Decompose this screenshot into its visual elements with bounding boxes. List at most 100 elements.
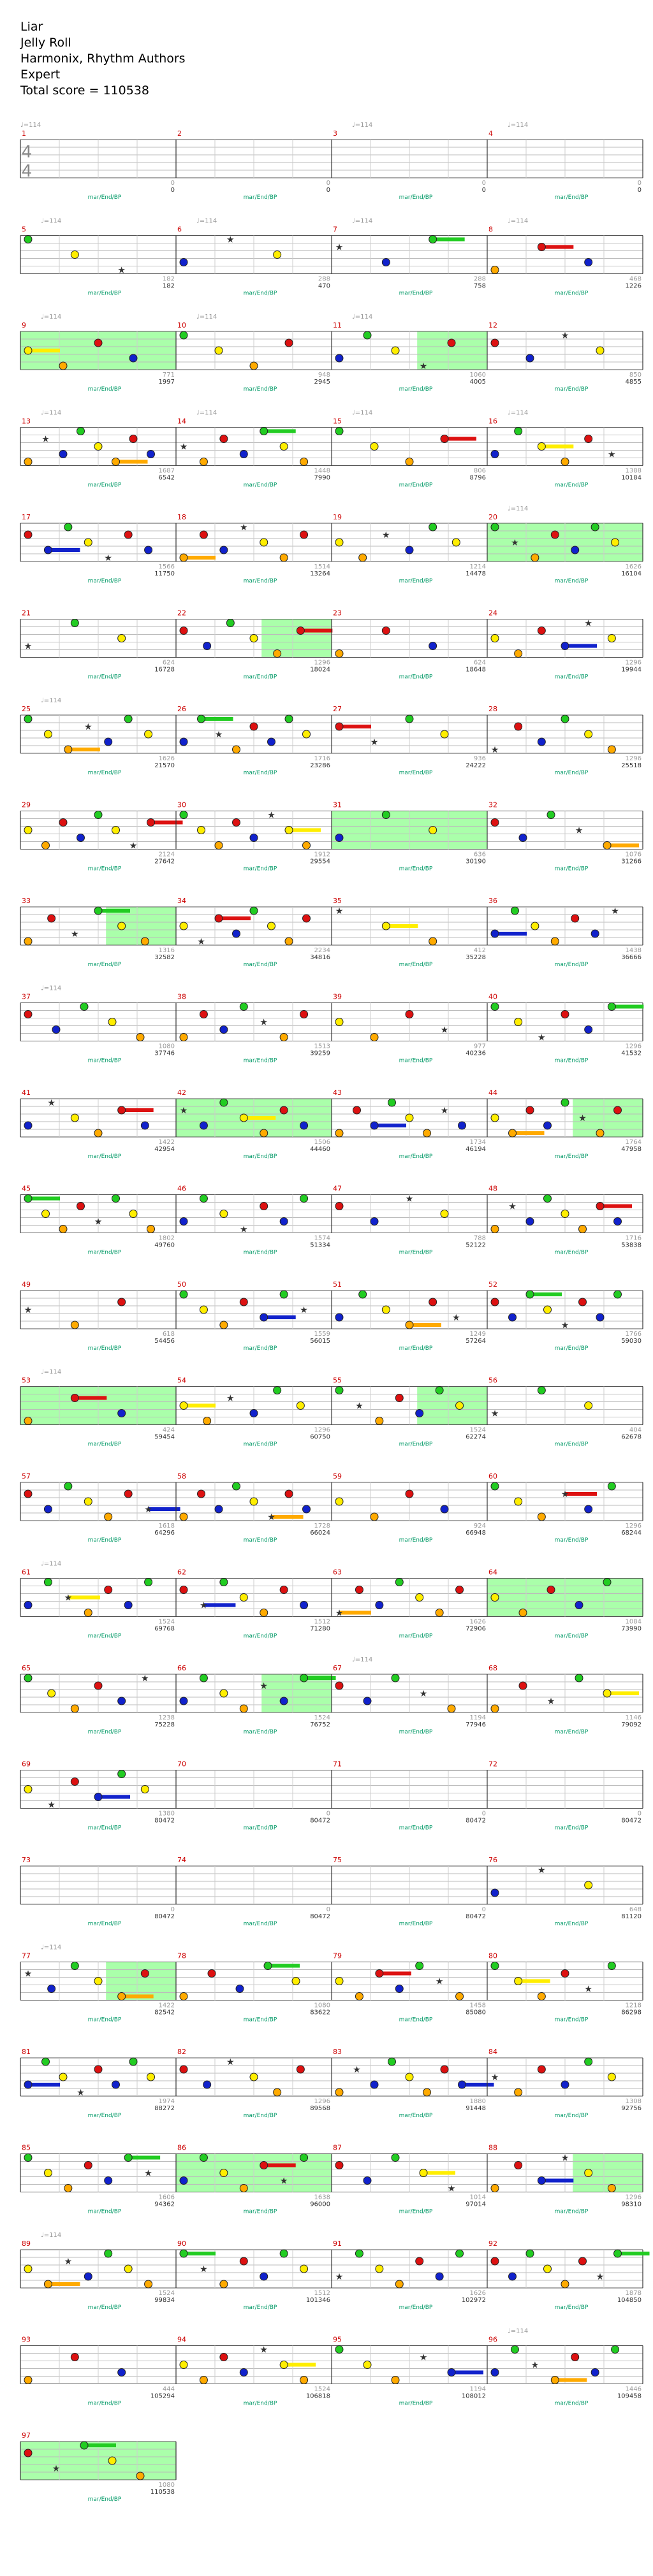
note-gem-icon (94, 2065, 103, 2074)
note-gem-icon (518, 834, 527, 842)
measure-total-score: 80472 (310, 1913, 330, 1920)
sustain-tail (462, 2083, 494, 2087)
measure-total-score: 16728 (154, 667, 175, 674)
measure-total-score: 46194 (466, 1146, 486, 1153)
measure-note-score: 788 (474, 1235, 486, 1242)
measure-label: mar/End/BP (244, 2401, 277, 2407)
measure-number: 6 (177, 226, 182, 234)
note-gem-icon (279, 1033, 288, 1041)
measure-label: mar/End/BP (399, 2401, 433, 2407)
note-gem-icon (117, 1409, 126, 1417)
star-note-icon: ★ (240, 523, 248, 533)
measure-total-score: 83622 (310, 2009, 330, 2016)
note-gem-icon (531, 922, 539, 930)
note-gem-icon (370, 1217, 379, 1226)
note-gem-icon (279, 2249, 288, 2258)
star-power-section (106, 1962, 176, 2001)
note-gem-icon (108, 2456, 117, 2465)
note-gem-icon (260, 1609, 268, 1617)
note-gem-icon (260, 538, 268, 547)
note-gem-icon (219, 1210, 228, 1218)
note-gem-icon (578, 2257, 587, 2266)
note-gem-icon (335, 538, 344, 547)
note-gem-icon (199, 1674, 208, 1682)
measure-total-score: 94362 (154, 2201, 175, 2208)
measure-label: mar/End/BP (88, 2113, 122, 2119)
sustain-tail (184, 1403, 216, 1408)
note-gem-icon (219, 2169, 228, 2177)
measure-note-score: 1146 (626, 1714, 642, 1721)
measure-number: 66 (177, 1664, 186, 1672)
measure-number: 2 (177, 129, 182, 138)
note-gem-icon (571, 2353, 580, 2361)
measure-total-score: 76752 (310, 1721, 330, 1728)
note-gem-icon (388, 1098, 396, 1107)
star-note-icon: ★ (538, 1033, 546, 1043)
note-gem-icon (440, 2065, 449, 2074)
sustain-tail (48, 2282, 80, 2286)
note-gem-icon (179, 2065, 188, 2074)
sustain-tail (379, 1971, 411, 1976)
measure-note-score: 0 (326, 180, 330, 187)
measure-label: mar/End/BP (399, 291, 433, 297)
note-gem-icon (296, 2065, 305, 2074)
note-gem-icon (603, 1689, 612, 1698)
measure-number: 86 (177, 2144, 186, 2152)
measure-label: mar/End/BP (244, 1154, 277, 1160)
star-note-icon: ★ (84, 722, 92, 732)
measure-label: mar/End/BP (88, 2017, 122, 2023)
sustain-tail (28, 2083, 60, 2087)
note-gem-icon (219, 1578, 228, 1586)
measure-total-score: 60750 (310, 1434, 330, 1441)
sustain-tail (263, 1315, 296, 1319)
note-gem-icon (395, 2280, 404, 2289)
note-gem-icon (363, 1697, 372, 1705)
note-gem-icon (260, 2161, 268, 2169)
measure-number: 46 (177, 1185, 186, 1193)
measure-note-score: 1512 (314, 1619, 330, 1626)
note-gem-icon (537, 2176, 546, 2185)
note-gem-icon (355, 1992, 363, 2001)
measure-label: mar/End/BP (244, 770, 277, 776)
note-gem-icon (104, 1586, 113, 1594)
note-gem-icon (543, 2264, 552, 2273)
star-note-icon: ★ (561, 1321, 569, 1331)
measure-total-score: 110538 (150, 2489, 175, 2496)
measure-label: mar/End/BP (555, 674, 589, 681)
star-note-icon: ★ (41, 435, 50, 445)
measure-number: 87 (333, 2144, 342, 2152)
sustain-tail (409, 1323, 441, 1327)
note-gem-icon (24, 2264, 33, 2273)
note-gem-icon (260, 1313, 268, 1322)
note-gem-icon (584, 1881, 593, 1890)
note-gem-icon (611, 538, 620, 547)
sustain-tail (444, 437, 476, 441)
sustain-tail (617, 2252, 650, 2255)
sustain-tail (612, 1004, 644, 1009)
note-gem-icon (415, 2257, 424, 2266)
note-gem-icon (94, 338, 103, 347)
note-gem-icon (24, 2153, 33, 2162)
measure-label: mar/End/BP (244, 1345, 277, 1352)
measure-total-score: 81120 (621, 1913, 642, 1920)
note-gem-icon (179, 1033, 188, 1041)
measure-total-score: 44460 (310, 1146, 330, 1153)
measure-number: 85 (22, 2144, 31, 2152)
note-gem-icon (203, 2080, 212, 2089)
note-gem-icon (136, 2471, 145, 2480)
note-gem-icon (249, 722, 258, 731)
note-gem-icon (41, 841, 50, 850)
measure-label: mar/End/BP (399, 2305, 433, 2311)
measure-number: 68 (488, 1664, 497, 1672)
note-gem-icon (561, 2280, 569, 2289)
measure-total-score: 57264 (466, 1338, 486, 1345)
note-gem-icon (591, 929, 599, 938)
measure-note-score: 0 (482, 180, 486, 187)
measure-total-score: 86298 (621, 2009, 642, 2016)
tempo-marking: ♩=114 (20, 122, 41, 129)
measure-total-score: 35228 (466, 954, 486, 961)
measure-label: mar/End/BP (399, 1825, 433, 1832)
note-gem-icon (284, 714, 293, 723)
measure-note-score: 1238 (159, 1714, 175, 1721)
star-power-section (261, 619, 332, 658)
